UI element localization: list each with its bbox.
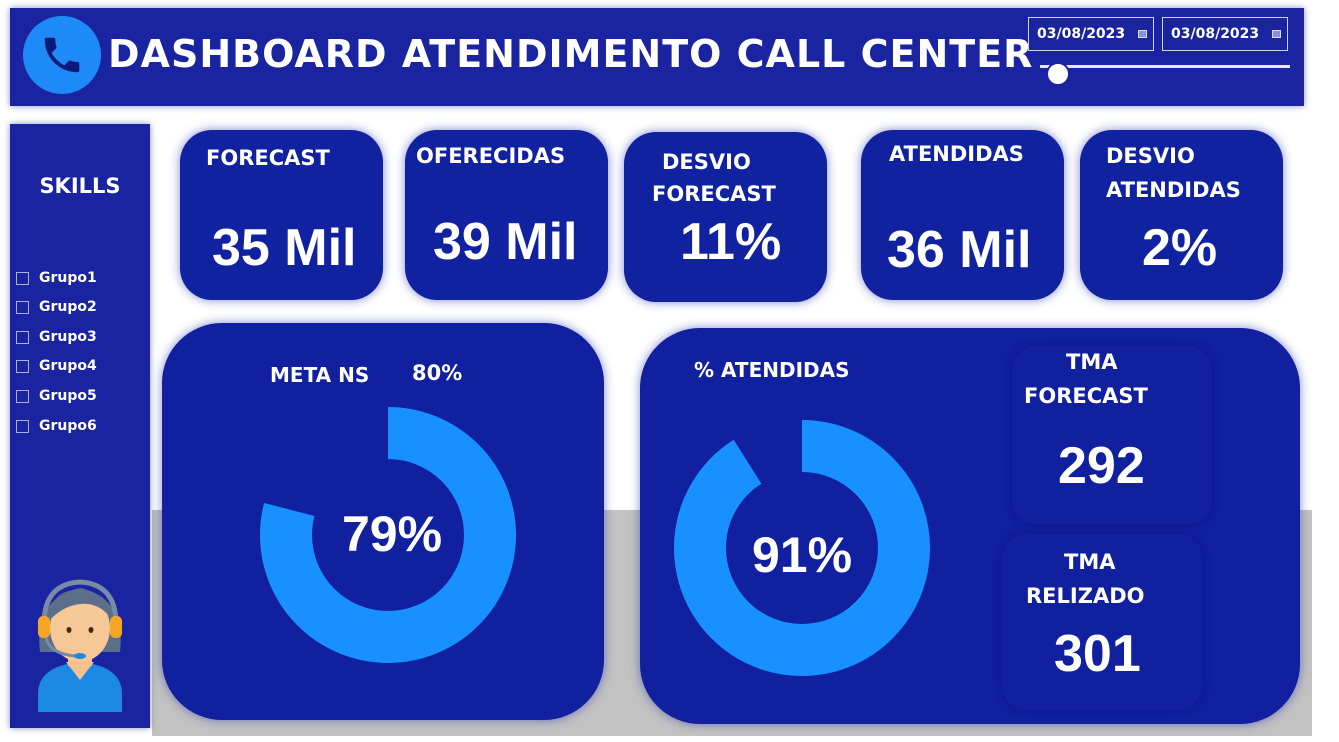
- desvio-atendidas-value: 2%: [1142, 219, 1218, 277]
- checkbox[interactable]: [16, 300, 29, 314]
- tma-realizado-label-line1: TMA: [1064, 550, 1116, 574]
- desvio-atendidas-label-line2: ATENDIDAS: [1106, 178, 1241, 202]
- date-range-slider-track[interactable]: [1040, 65, 1290, 68]
- atendidas-card: ATENDIDAS 36 Mil: [861, 130, 1064, 300]
- atendidas-label: ATENDIDAS: [889, 142, 1024, 166]
- tma-forecast-value: 292: [1058, 437, 1145, 495]
- date-range-slider-handle[interactable]: [1046, 62, 1070, 86]
- tma-forecast-card: TMA FORECAST 292: [1012, 346, 1212, 524]
- forecast-value: 35 Mil: [212, 219, 357, 277]
- tma-forecast-label-line2: FORECAST: [1024, 384, 1148, 408]
- atendidas-donut: 91%: [674, 420, 930, 676]
- oferecidas-label: OFERECIDAS: [416, 144, 566, 168]
- calendar-icon[interactable]: [1272, 30, 1281, 38]
- header-bar: DASHBOARD ATENDIMENTO CALL CENTER 03/08/…: [10, 8, 1304, 106]
- atendidas-percent-value: 91%: [752, 527, 852, 583]
- meta-ns-label: META NS: [270, 363, 370, 387]
- meta-ns-donut-arc: [260, 407, 516, 663]
- end-date-value: 03/08/2023: [1171, 26, 1260, 42]
- meta-ns-target: 80%: [412, 361, 463, 385]
- tma-realizado-label-line2: RELIZADO: [1026, 584, 1145, 608]
- skill-filter-grupo6[interactable]: Grupo6: [16, 416, 97, 436]
- checkbox[interactable]: [16, 389, 29, 403]
- desvio-forecast-card: DESVIO FORECAST 11%: [624, 132, 827, 302]
- atendidas-donut-arc: [674, 420, 930, 676]
- skill-filter-grupo5[interactable]: Grupo5: [16, 386, 97, 406]
- meta-ns-card: META NS 80% 79%: [162, 323, 604, 720]
- call-center-agent-icon: [20, 562, 140, 716]
- atendidas-value: 36 Mil: [887, 221, 1032, 279]
- skill-label: Grupo2: [39, 299, 97, 315]
- forecast-label: FORECAST: [206, 146, 330, 170]
- checkbox[interactable]: [16, 419, 29, 433]
- skill-label: Grupo4: [39, 358, 97, 374]
- skill-label: Grupo6: [39, 418, 97, 434]
- skill-filter-grupo1[interactable]: Grupo1: [16, 268, 97, 288]
- start-date-field[interactable]: 03/08/2023: [1028, 17, 1154, 51]
- skills-title: SKILLS: [39, 174, 121, 198]
- oferecidas-card: OFERECIDAS 39 Mil: [405, 130, 608, 300]
- tma-forecast-label-line1: TMA: [1066, 350, 1118, 374]
- meta-ns-donut: 79%: [260, 407, 516, 663]
- atendidas-percent-label: % ATENDIDAS: [694, 358, 850, 382]
- forecast-card: FORECAST 35 Mil: [180, 130, 383, 300]
- desvio-forecast-label-line2: FORECAST: [652, 182, 776, 206]
- meta-ns-value: 79%: [342, 506, 442, 562]
- desvio-forecast-label-line1: DESVIO: [662, 150, 751, 174]
- tma-realizado-card: TMA RELIZADO 301: [1002, 534, 1202, 710]
- oferecidas-value: 39 Mil: [433, 213, 578, 271]
- skills-sidebar: SKILLS Grupo1 Grupo2 Grupo3 Grupo4 Grupo…: [10, 124, 150, 728]
- page-title: DASHBOARD ATENDIMENTO CALL CENTER: [108, 32, 1034, 76]
- skill-label: Grupo5: [39, 388, 97, 404]
- phone-icon: [23, 16, 101, 94]
- skill-filter-grupo4[interactable]: Grupo4: [16, 356, 97, 376]
- skill-label: Grupo1: [39, 270, 97, 286]
- end-date-field[interactable]: 03/08/2023: [1162, 17, 1288, 51]
- calendar-icon[interactable]: [1138, 30, 1147, 38]
- desvio-forecast-value: 11%: [680, 213, 782, 271]
- desvio-atendidas-card: DESVIO ATENDIDAS 2%: [1080, 130, 1283, 300]
- atendidas-percent-card: % ATENDIDAS 91% TMA FORECAST 292 TMA REL…: [640, 328, 1300, 724]
- desvio-atendidas-label-line1: DESVIO: [1106, 144, 1195, 168]
- skill-filter-grupo2[interactable]: Grupo2: [16, 297, 97, 317]
- checkbox[interactable]: [16, 271, 29, 285]
- skill-label: Grupo3: [39, 329, 97, 345]
- start-date-value: 03/08/2023: [1037, 26, 1126, 42]
- tma-realizado-value: 301: [1054, 625, 1141, 683]
- skill-filter-grupo3[interactable]: Grupo3: [16, 327, 97, 347]
- checkbox[interactable]: [16, 330, 29, 344]
- checkbox[interactable]: [16, 359, 29, 373]
